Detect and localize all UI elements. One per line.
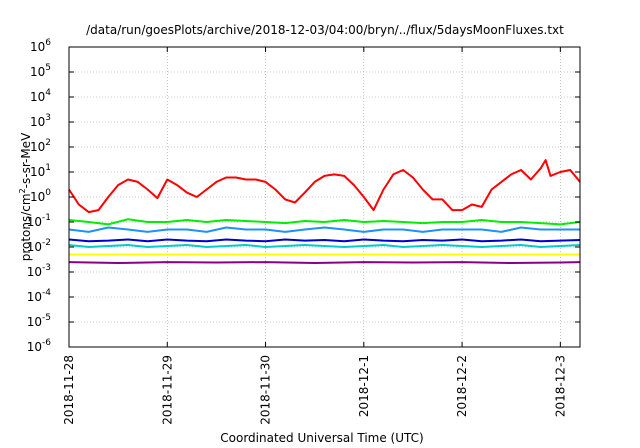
grid (69, 47, 580, 347)
y-tick-label-exp: -5 (42, 313, 51, 323)
series-line-1 (68, 218, 581, 226)
y-tick-label: 10-4 (27, 288, 52, 304)
y-tick-label-base: 10 (30, 140, 45, 154)
y-tick-label-base: 10 (27, 340, 42, 354)
y-tick-label-base: 10 (30, 115, 45, 129)
y-axis-label-rest: -s-sr-MeV (19, 132, 33, 188)
x-tick-label: 2018-12-2 (455, 355, 469, 417)
y-tick-label-base: 10 (30, 90, 45, 104)
y-tick-label-exp: 4 (45, 88, 51, 98)
y-tick-label-base: 10 (27, 290, 42, 304)
chart-title: /data/run/goesPlots/archive/2018-12-03/0… (86, 23, 564, 37)
y-tick-label-base: 10 (30, 40, 45, 54)
series-layer (68, 159, 581, 264)
y-tick-label: 10-2 (27, 238, 51, 254)
y-tick-label-exp: 2 (45, 138, 51, 148)
y-tick-label: 10-3 (27, 263, 51, 279)
y-tick-label: 106 (30, 38, 51, 54)
x-axis-label: Coordinated Universal Time (UTC) (220, 431, 423, 445)
y-tick-label-base: 10 (27, 315, 42, 329)
y-axis-label-base: protons/cm (19, 193, 33, 261)
y-axis-label-sup: 2 (18, 188, 27, 193)
y-tick-label-exp: 1 (45, 163, 51, 173)
y-tick-label: 10-5 (27, 313, 51, 329)
x-tick-label: 2018-11-30 (259, 355, 273, 425)
y-tick-label-exp: -2 (42, 238, 51, 248)
y-tick-label: 103 (30, 113, 51, 129)
y-tick-label-base: 10 (30, 165, 45, 179)
y-tick-label-base: 10 (27, 265, 42, 279)
series-line-0 (68, 159, 581, 214)
y-tick-label-exp: 3 (45, 113, 51, 123)
series-line-2 (68, 226, 580, 233)
x-tick-label: 2018-12-1 (357, 355, 371, 417)
y-axis-label: protons/cm2-s-sr-MeV (18, 132, 33, 261)
y-tick-label-exp: 0 (45, 188, 51, 198)
x-tick-label: 2018-11-28 (62, 355, 76, 425)
y-tick-label-base: 10 (30, 190, 45, 204)
y-tick-label-exp: 5 (45, 63, 51, 73)
x-axis-ticks: 2018-11-28 2018-11-29 2018-11-30 2018-12-1 2… (62, 47, 567, 425)
y-tick-label: 100 (30, 188, 51, 204)
y-tick-label-exp: -4 (42, 288, 51, 298)
x-tick-label: 2018-12-3 (553, 355, 567, 417)
y-tick-label-base: 10 (30, 65, 45, 79)
y-axis-ticks: 10-610-510-410-310-210-11001011021031041… (27, 38, 580, 354)
y-tick-label: 102 (30, 138, 51, 154)
series-line-4 (68, 238, 581, 243)
y-tick-label: 105 (30, 63, 51, 79)
y-tick-label-exp: -1 (42, 213, 51, 223)
x-tick-label: 2018-11-29 (160, 355, 174, 425)
y-tick-label: 101 (30, 163, 51, 179)
y-tick-label-base: 10 (27, 240, 42, 254)
y-tick-label-exp: -3 (42, 263, 51, 273)
series-line-3 (68, 244, 581, 248)
y-tick-label-base: 10 (27, 215, 42, 229)
y-tick-label-exp: -6 (42, 338, 51, 348)
y-tick-label: 104 (30, 88, 51, 104)
y-tick-label-exp: 6 (45, 38, 51, 48)
series-line-6 (68, 261, 581, 264)
y-tick-label: 10-1 (27, 213, 51, 229)
y-tick-label: 10-6 (27, 338, 52, 354)
